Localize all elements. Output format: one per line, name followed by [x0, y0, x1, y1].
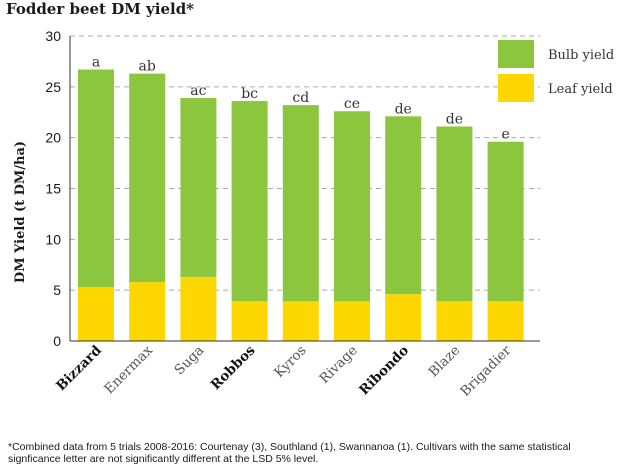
legend: Bulb yield Leaf yield — [498, 40, 614, 102]
leaf-yield-bar — [436, 301, 473, 341]
bars-layer — [78, 69, 524, 341]
bulb-yield-bar — [385, 116, 422, 295]
bulb-yield-bar — [436, 126, 473, 302]
leaf-yield-swatch — [498, 74, 534, 102]
significance-letter: bc — [241, 86, 258, 102]
bulb-yield-swatch — [498, 40, 534, 68]
significance-letter: a — [92, 55, 100, 71]
significance-letter: de — [446, 111, 463, 127]
x-tick-label: Brigadier — [457, 342, 515, 400]
y-tick-label: 15 — [45, 181, 61, 197]
footnote: *Combined data from 5 trials 2008-2016: … — [8, 441, 571, 465]
y-tick-label: 5 — [53, 282, 61, 298]
legend-label: Leaf yield — [548, 82, 613, 97]
x-tick-label: Rivage — [316, 343, 360, 387]
bulb-yield-bar — [180, 98, 217, 277]
significance-letter: ac — [190, 83, 206, 99]
leaf-yield-bar — [487, 301, 524, 341]
leaf-yield-bar — [129, 282, 166, 341]
y-tick-label: 0 — [53, 333, 61, 349]
bulb-yield-bar — [487, 141, 524, 302]
leaf-yield-bar — [282, 301, 319, 341]
x-tick-label: Suga — [171, 343, 207, 379]
leaf-yield-bar — [334, 301, 370, 341]
y-tick-label: 25 — [45, 79, 61, 95]
chart-title: Fodder beet DM yield* — [6, 0, 195, 18]
significance-letter: de — [395, 101, 412, 117]
legend-label: Bulb yield — [548, 48, 614, 63]
bulb-yield-bar — [78, 69, 114, 288]
x-tick-label: Blaze — [425, 343, 463, 381]
leaf-yield-bar — [231, 301, 268, 341]
x-tick-label: Kyros — [271, 342, 309, 380]
bulb-yield-bar — [334, 111, 370, 302]
x-tick-label: Bizzard — [53, 342, 105, 394]
leaf-yield-bar — [180, 276, 217, 341]
bulb-yield-bar — [231, 101, 268, 302]
significance-letter: ce — [344, 96, 360, 112]
y-tick-label: 30 — [45, 28, 61, 44]
x-tick-label: Ribondo — [356, 343, 412, 399]
significance-letter: ab — [139, 59, 156, 75]
y-tick-label: 10 — [45, 231, 61, 247]
bulb-yield-bar — [129, 73, 166, 283]
significance-letter: cd — [292, 90, 309, 106]
stacked-bar-chart: 0 5 10 15 20 25 30 a Bizzard ab Enermax ac Suga bc Rob… — [13, 28, 614, 400]
bulb-yield-bar — [282, 105, 319, 302]
y-tick-label: 20 — [45, 130, 61, 146]
x-tick-label: Robbos — [208, 342, 259, 393]
x-tick-label: Enermax — [101, 342, 156, 397]
leaf-yield-bar — [78, 287, 114, 341]
leaf-yield-bar — [385, 294, 422, 341]
y-axis-label: DM Yield (t DM/ha) — [13, 141, 28, 283]
significance-letter: e — [501, 127, 509, 143]
